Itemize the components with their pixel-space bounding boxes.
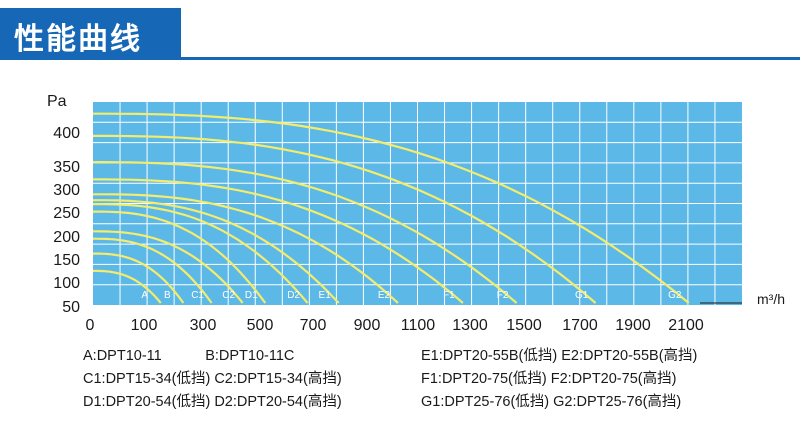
curve-f1 bbox=[93, 178, 464, 304]
curve-e1 bbox=[93, 199, 340, 304]
header-title-bar: 性能曲线 bbox=[0, 8, 181, 60]
page-title: 性能曲线 bbox=[14, 22, 142, 57]
y-tick-label: 150 bbox=[53, 252, 80, 269]
x-tick-label: 1100 bbox=[401, 317, 436, 334]
x-tick-label: 1900 bbox=[615, 317, 651, 334]
curve-label-d2: D2 bbox=[287, 290, 300, 301]
y-tick-label: 200 bbox=[53, 229, 80, 246]
curve-label-c1: C1 bbox=[191, 290, 204, 301]
x-tick-label: 500 bbox=[247, 317, 274, 334]
performance-curve-chart: A B C1 C2 D1 D2 E1 E2 F1 F2 G1 G2 Pa 50 100 150 200 250 30… bbox=[47, 93, 785, 334]
y-tick-label: 100 bbox=[53, 275, 80, 292]
y-tick-label: 250 bbox=[53, 205, 80, 222]
legend-right-3: G1:DPT25-76(低挡) G2:DPT25-76(高挡) bbox=[421, 394, 682, 410]
curve-a bbox=[93, 269, 162, 304]
section-header: 性能曲线 bbox=[0, 8, 800, 60]
x-tick-label: 1300 bbox=[452, 317, 488, 334]
curve-label-d1: D1 bbox=[245, 290, 258, 301]
legend-left-2: C1:DPT15-34(低挡) C2:DPT15-34(高挡) bbox=[83, 371, 342, 387]
legend-right-2: F1:DPT20-75(低挡) F2:DPT20-75(高挡) bbox=[421, 371, 677, 387]
header-underline bbox=[181, 57, 800, 60]
curve-label-b: B bbox=[164, 290, 171, 301]
curve-g1 bbox=[93, 134, 597, 304]
curve-c2 bbox=[93, 230, 244, 304]
x-tick-label: 900 bbox=[354, 317, 381, 334]
curve-d2 bbox=[93, 203, 309, 304]
curve-label-g1: G1 bbox=[575, 290, 589, 301]
x-tick-label: 300 bbox=[190, 317, 217, 334]
curve-label-f2: F2 bbox=[497, 290, 509, 301]
x-tick-label: 2100 bbox=[668, 317, 704, 334]
x-tick-label: 1700 bbox=[562, 317, 598, 334]
y-axis-label: Pa bbox=[47, 93, 67, 110]
curve-d1 bbox=[93, 210, 267, 304]
y-tick-label: 50 bbox=[62, 299, 80, 316]
legend-right-1: E1:DPT20-55B(低挡) E2:DPT20-55B(高挡) bbox=[421, 348, 698, 364]
curve-f2 bbox=[93, 161, 518, 304]
curve-label-c2: C2 bbox=[222, 290, 235, 301]
y-tick-label: 300 bbox=[53, 182, 80, 199]
x-tick-label: 700 bbox=[300, 317, 327, 334]
x-tick-label: 100 bbox=[131, 317, 158, 334]
curve-label-a: A bbox=[141, 290, 148, 301]
curve-g2 bbox=[93, 112, 690, 304]
curve-label-g2: G2 bbox=[668, 290, 682, 301]
x-tick-label: 0 bbox=[86, 317, 95, 334]
y-tick-label: 350 bbox=[53, 159, 80, 176]
x-axis-label: m³/h bbox=[757, 291, 785, 307]
legend-left-1: A:DPT10-11 B:DPT10-11C bbox=[83, 348, 295, 364]
curve-label-e1: E1 bbox=[319, 290, 332, 301]
legend-left-3: D1:DPT20-54(低挡) D2:DPT20-54(高挡) bbox=[83, 394, 342, 410]
curve-e2 bbox=[93, 193, 399, 304]
y-tick-label: 400 bbox=[53, 125, 80, 142]
curve-b bbox=[93, 252, 185, 304]
x-tick-label: 1500 bbox=[506, 317, 542, 334]
curve-c1 bbox=[93, 237, 213, 304]
curve-label-e2: E2 bbox=[378, 290, 391, 301]
curve-label-f1: F1 bbox=[443, 290, 455, 301]
